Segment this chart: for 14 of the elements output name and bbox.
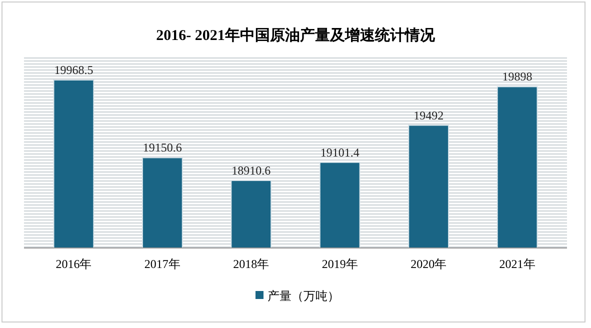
data-label: 18910.6 (232, 163, 271, 178)
chart-title: 2016- 2021年中国原油产量及增速统计情况 (156, 27, 436, 44)
data-label: 19101.4 (320, 145, 360, 160)
legend-label: 产量（万吨） (268, 289, 340, 303)
x-tick-label: 2018年 (233, 257, 270, 271)
x-tick-label: 2020年 (410, 257, 447, 271)
x-tick-label: 2017年 (144, 257, 180, 271)
data-label: 19150.6 (142, 140, 182, 155)
data-label: 19898 (502, 70, 532, 84)
x-tick-label: 2016年 (56, 257, 92, 271)
data-label: 19968.5 (54, 62, 94, 77)
x-tick-label: 2021年 (499, 257, 536, 271)
x-tick-label: 2019年 (322, 257, 358, 271)
data-label: 19492 (414, 108, 444, 122)
